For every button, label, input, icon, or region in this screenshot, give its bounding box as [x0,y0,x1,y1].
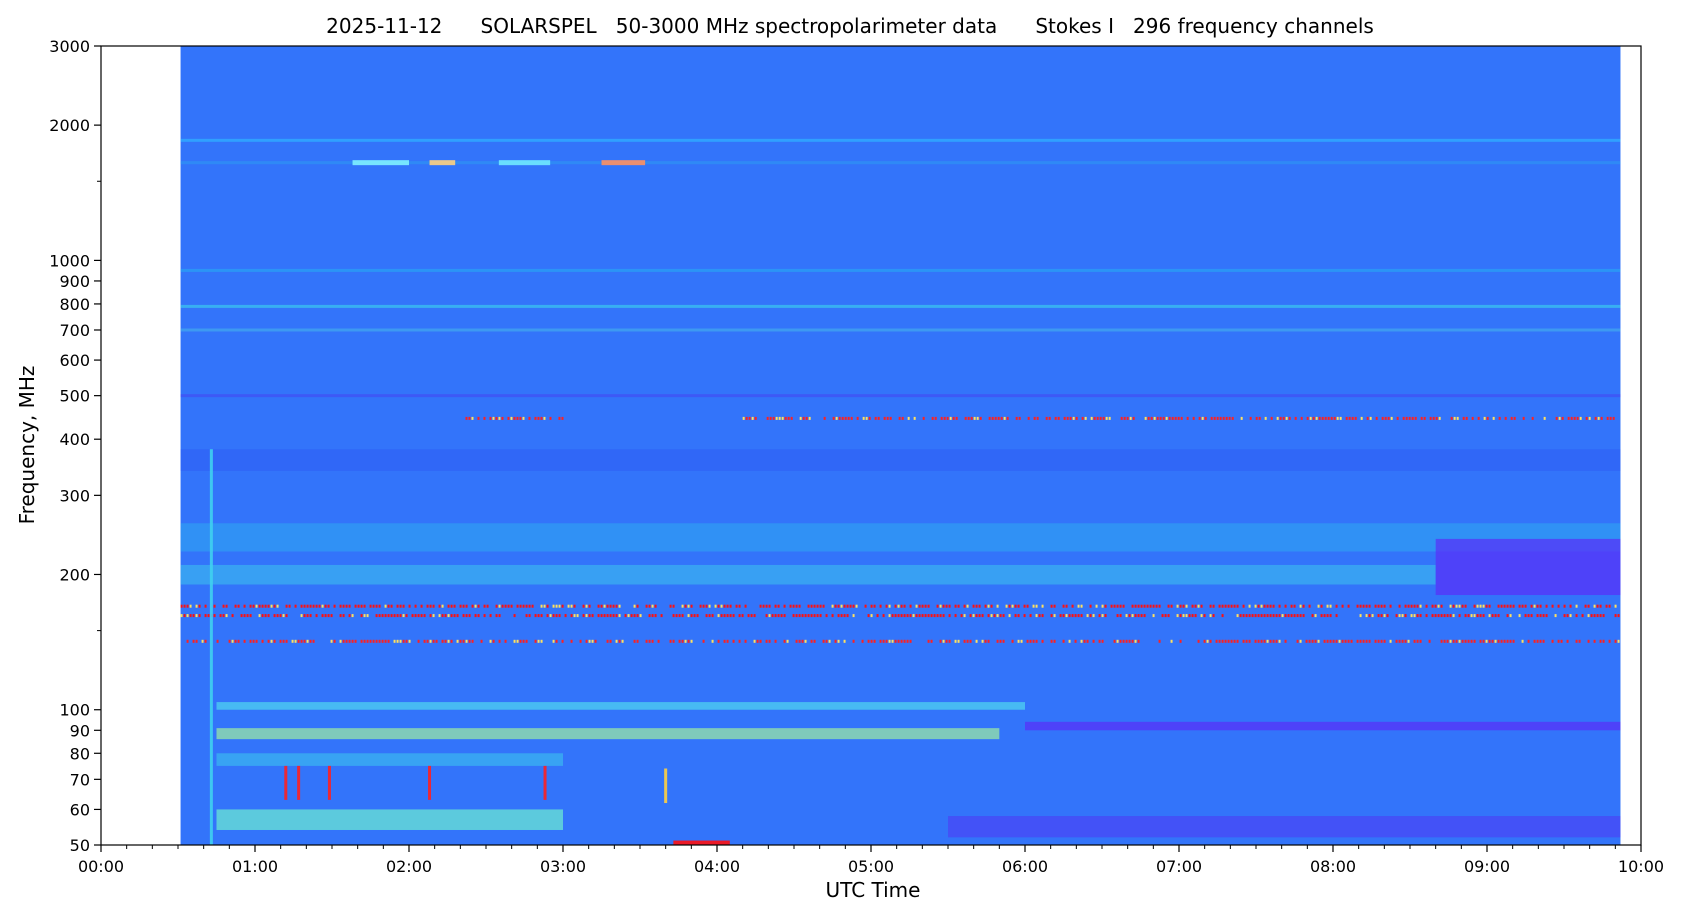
feature-line-1 [180,161,1621,165]
feature-patch-4 [498,160,551,166]
feature-dots-11 [742,416,1615,420]
feature-band-12 [180,449,1621,471]
feature-patch-2 [352,160,409,166]
x-tick-label: 02:00 [386,857,432,876]
y-tick-label: 100 [59,701,90,720]
x-axis: 00:00 01:00 02:00 03:00 04:00 05:00 06:00 07:00… [78,845,1664,876]
feature-band-23 [216,809,563,830]
feature-band-22 [216,753,563,766]
spectral-features [180,138,1621,845]
y-tick-label: 200 [59,565,90,584]
y-tick-label: 300 [59,486,90,505]
y-tick-label: 70 [70,770,90,789]
x-tick-label: 09:00 [1464,857,1510,876]
y-tick-label: 600 [59,351,90,370]
feature-band-19 [216,702,1025,710]
feature-band-14 [180,564,1436,585]
feature-dots-18 [186,639,1620,643]
feature-dots-10 [465,416,564,420]
feature-spike-26 [284,765,288,800]
x-tick-label: 07:00 [1156,857,1202,876]
y-tick-label: 2000 [49,116,90,135]
feature-dots-17 [180,614,1620,618]
x-tick-label: 00:00 [78,857,124,876]
y-tick-label: 60 [70,800,90,819]
chart-title: 2025-11-12 SOLARSPEL 50-3000 MHz spectro… [326,14,1374,38]
feature-spike-30 [543,765,547,800]
y-tick-label: 50 [70,836,90,855]
feature-band-24 [948,816,1621,838]
feature-line-7 [180,304,1621,308]
feature-line-0 [180,138,1621,142]
feature-dots-16 [180,604,1617,608]
x-tick-label: 10:00 [1618,857,1664,876]
x-tick-label: 03:00 [540,857,586,876]
y-tick-label: 80 [70,744,90,763]
x-tick-label: 06:00 [1002,857,1048,876]
y-tick-label: 800 [59,295,90,314]
feature-band-15 [1435,538,1621,596]
plot-area [100,45,1642,846]
feature-patch-25 [673,840,730,845]
feature-line-6 [180,268,1621,272]
feature-spike-27 [297,765,301,800]
y-tick-label: 90 [70,721,90,740]
feature-line-8 [180,328,1621,332]
y-tick-label: 900 [59,272,90,291]
y-tick-label: 400 [59,430,90,449]
feature-spike-31 [664,768,668,804]
y-tick-label: 500 [59,387,90,406]
x-tick-label: 08:00 [1310,857,1356,876]
feature-line-9 [180,394,1621,398]
y-tick-label: 1000 [49,251,90,270]
feature-spike-29 [428,765,432,800]
x-axis-label: UTC Time [826,878,921,902]
x-tick-label: 01:00 [232,857,278,876]
feature-patch-5 [601,160,646,166]
feature-spike-28 [327,765,331,800]
feature-spike-32 [209,449,213,845]
spectrogram-data-region [180,46,1621,845]
feature-band-21 [1025,721,1621,731]
feature-band-20 [216,728,1000,740]
y-tick-label: 3000 [49,37,90,56]
x-tick-label: 04:00 [694,857,740,876]
y-axis-label: Frequency, MHz [15,366,39,525]
x-tick-label: 05:00 [848,857,894,876]
feature-band-13 [180,523,1621,552]
feature-patch-3 [429,160,456,166]
y-tick-label: 700 [59,321,90,340]
